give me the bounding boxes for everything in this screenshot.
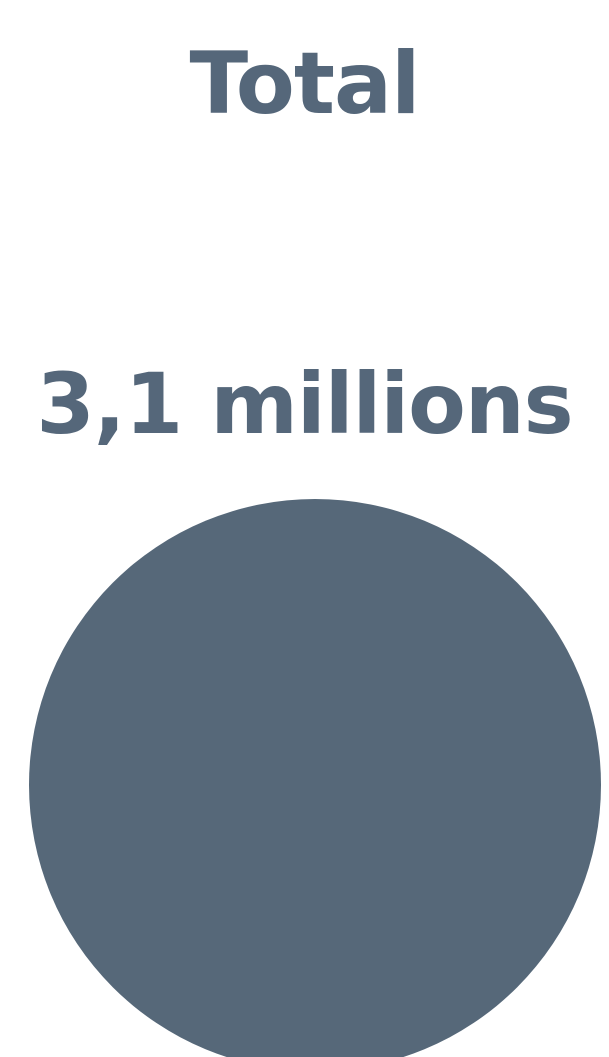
total-value-label: 3,1 millions — [36, 355, 573, 453]
chart-title: Total — [189, 34, 421, 134]
total-bubble — [29, 499, 601, 1057]
